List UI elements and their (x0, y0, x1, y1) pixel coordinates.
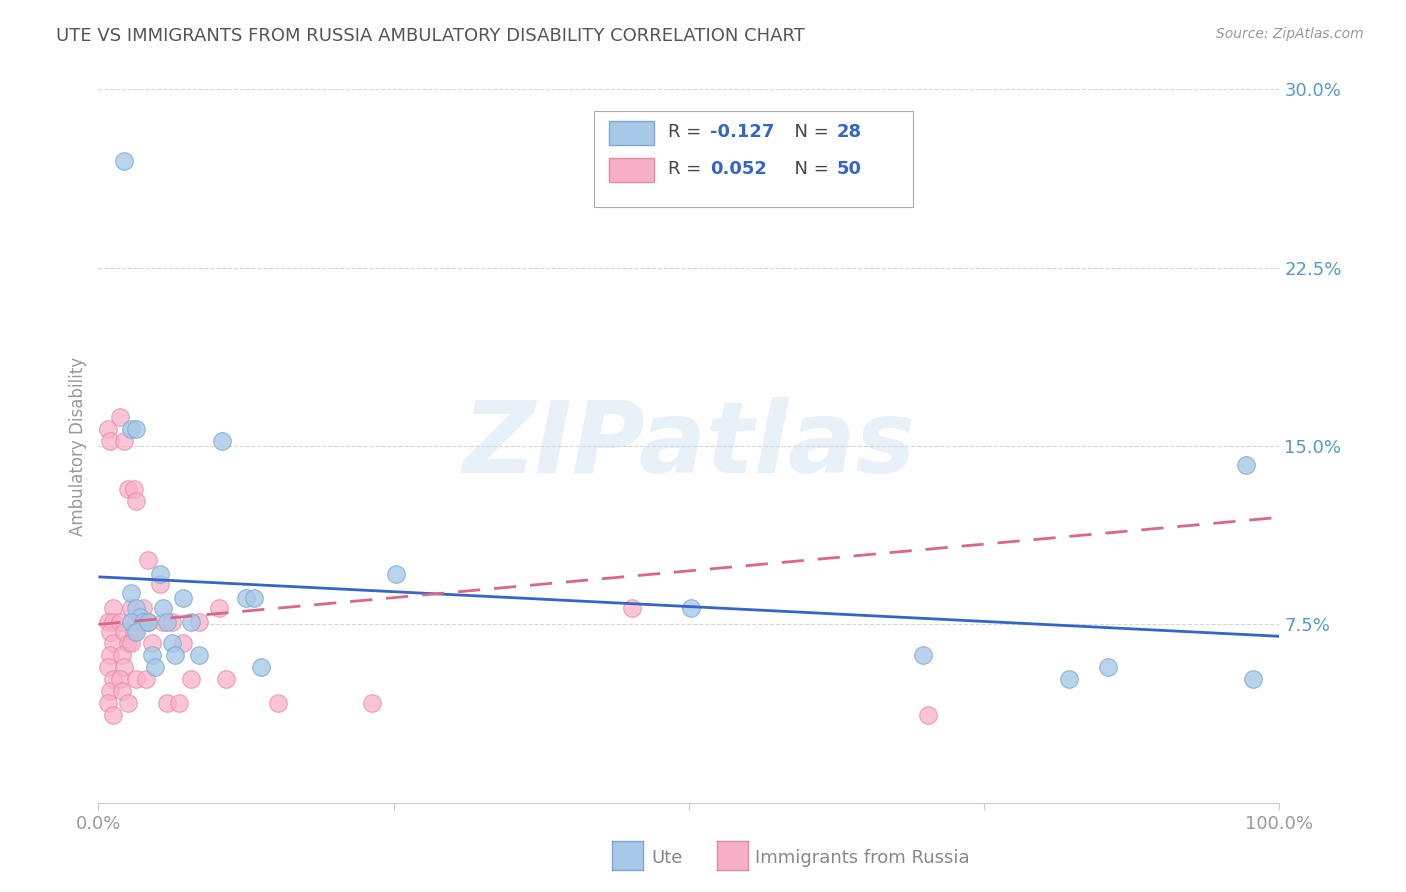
Point (98, 648, 121, 663)
Point (156, 696, 179, 710)
Point (172, 636, 194, 650)
Point (128, 610, 150, 624)
Point (180, 672, 202, 686)
Point (108, 615, 131, 629)
Point (111, 648, 134, 663)
Point (101, 615, 124, 629)
Text: ZIPatlas: ZIPatlas (463, 398, 915, 494)
Point (917, 707, 939, 722)
Point (135, 672, 157, 686)
Point (211, 434, 233, 449)
Point (187, 648, 209, 663)
Point (121, 422, 143, 436)
Point (165, 648, 187, 663)
Text: -0.127: -0.127 (710, 123, 775, 141)
Point (1234, 458, 1257, 472)
Text: 50: 50 (837, 161, 862, 178)
Point (1057, 672, 1080, 686)
Point (112, 660, 135, 674)
Point (160, 636, 183, 650)
Text: R =: R = (668, 123, 707, 141)
Point (250, 660, 273, 674)
Point (1243, 672, 1265, 686)
Point (180, 615, 202, 629)
Point (215, 672, 238, 686)
Point (136, 615, 159, 629)
Point (101, 636, 124, 650)
Point (97, 660, 120, 674)
Point (112, 624, 135, 639)
Point (160, 615, 183, 629)
Point (243, 591, 266, 606)
Point (121, 586, 143, 600)
Point (172, 591, 194, 606)
Text: Source: ZipAtlas.com: Source: ZipAtlas.com (1216, 27, 1364, 41)
Point (385, 567, 408, 582)
Point (112, 153, 135, 168)
Point (681, 600, 703, 615)
Point (132, 600, 155, 615)
Point (1097, 660, 1119, 674)
Point (136, 553, 159, 567)
Point (121, 615, 143, 629)
Point (117, 636, 139, 650)
Text: R =: R = (668, 161, 707, 178)
FancyBboxPatch shape (595, 111, 914, 207)
Point (152, 600, 174, 615)
Point (141, 648, 163, 663)
Point (125, 493, 148, 508)
Point (101, 600, 124, 615)
Point (122, 482, 145, 496)
Point (108, 672, 131, 686)
Text: Ute: Ute (651, 849, 682, 867)
Point (141, 636, 163, 650)
Point (143, 660, 166, 674)
Point (152, 615, 174, 629)
Point (98, 434, 121, 449)
Point (361, 696, 384, 710)
Point (121, 636, 143, 650)
Text: 28: 28 (837, 123, 862, 141)
Point (97, 422, 120, 436)
Point (125, 422, 148, 436)
Point (167, 696, 190, 710)
Point (101, 672, 124, 686)
Text: UTE VS IMMIGRANTS FROM RUSSIA AMBULATORY DISABILITY CORRELATION CHART: UTE VS IMMIGRANTS FROM RUSSIA AMBULATORY… (56, 27, 806, 45)
Point (97, 615, 120, 629)
Point (267, 696, 290, 710)
Point (122, 624, 145, 639)
Point (132, 615, 155, 629)
Point (108, 410, 131, 425)
Text: N =: N = (783, 123, 835, 141)
Point (208, 600, 231, 615)
Point (101, 707, 124, 722)
Point (911, 648, 934, 663)
Point (235, 591, 257, 606)
Text: 0.052: 0.052 (710, 161, 768, 178)
Point (97, 696, 120, 710)
Point (98, 624, 121, 639)
Y-axis label: Ambulatory Disability: Ambulatory Disability (69, 357, 87, 535)
Point (136, 615, 159, 629)
Point (125, 600, 148, 615)
Point (156, 615, 179, 629)
Text: Immigrants from Russia: Immigrants from Russia (755, 849, 970, 867)
Point (121, 600, 143, 615)
Point (111, 684, 134, 698)
FancyBboxPatch shape (609, 158, 654, 182)
Point (125, 624, 148, 639)
Point (621, 600, 644, 615)
Point (117, 482, 139, 496)
Point (112, 434, 135, 449)
Point (117, 696, 139, 710)
Point (149, 567, 172, 582)
Text: N =: N = (783, 161, 835, 178)
Point (187, 615, 209, 629)
FancyBboxPatch shape (609, 120, 654, 145)
Point (125, 615, 148, 629)
Point (98, 684, 121, 698)
Point (149, 577, 172, 591)
Point (125, 672, 148, 686)
